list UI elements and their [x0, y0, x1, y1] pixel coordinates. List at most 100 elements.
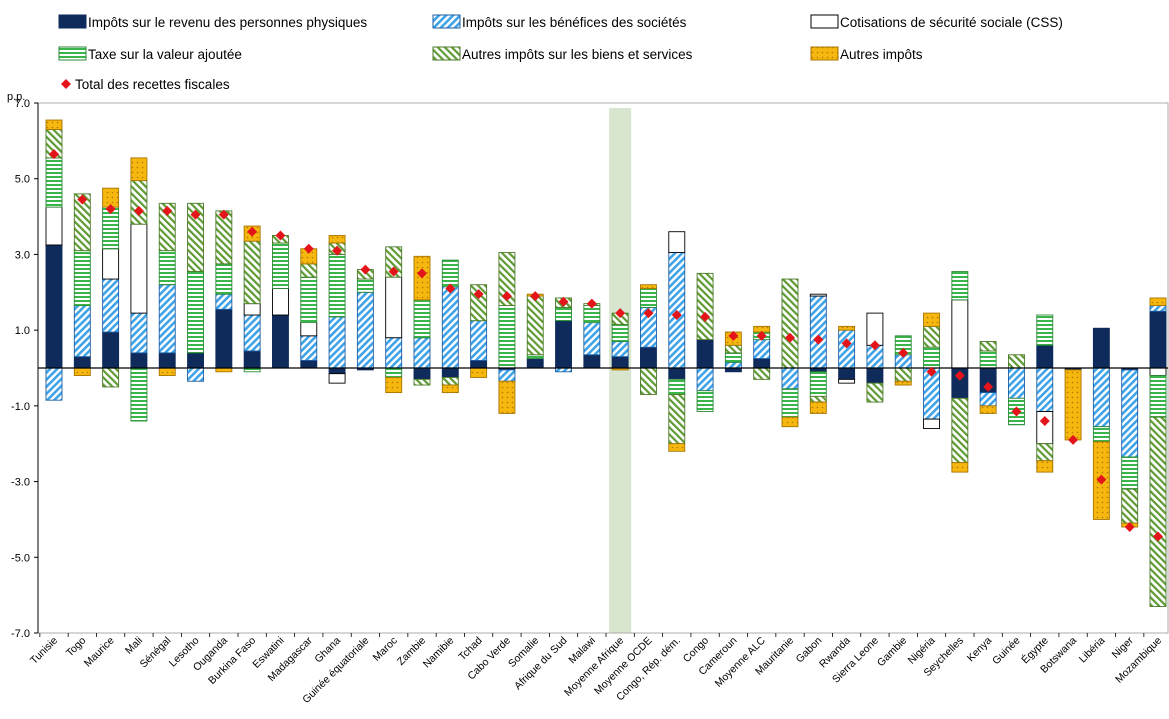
legend-item-vat: Taxe sur la valeur ajoutée [58, 46, 242, 62]
bar-segment-cit [73, 305, 91, 358]
bar-segment-vat [951, 271, 969, 301]
legend-swatch-cit [432, 14, 461, 29]
legend-swatch-css [810, 14, 839, 29]
y-tick-label: 7.0 [15, 98, 30, 110]
total-marker [1039, 416, 1050, 426]
bar-stack [73, 193, 91, 377]
bar-segment-other-taxes [979, 405, 997, 414]
bar-segment-vat [979, 350, 997, 369]
bar-segment-other-taxes [441, 384, 459, 394]
bar-segment-vat [130, 367, 148, 422]
bar-segment-other-goods-services [158, 202, 176, 252]
x-tick-label: Gambie [875, 635, 910, 670]
bar-segment-pit [696, 339, 714, 369]
bar-stack [215, 210, 233, 373]
bar-stack [130, 157, 148, 422]
bar-segment-cit [838, 329, 856, 369]
bar-segment-css [923, 418, 940, 430]
bar-segment-other-taxes [328, 235, 346, 244]
y-tick-label: 5.0 [15, 174, 30, 186]
bar-segment-cit [781, 367, 799, 390]
total-marker [501, 291, 512, 302]
bar-stack [894, 335, 912, 386]
bar-stack [640, 284, 657, 395]
bar-stack [696, 272, 714, 412]
bar-segment-vat [187, 271, 204, 354]
bar-segment-other-taxes [1064, 369, 1082, 441]
y-tick-label: -1.0 [11, 401, 30, 413]
bar-stack [272, 235, 289, 369]
bar-segment-cit [583, 322, 601, 356]
bar-stack [187, 202, 204, 382]
total-marker [1011, 406, 1022, 417]
bar-segment-cit [441, 286, 459, 369]
bar-segment-cit [187, 367, 204, 382]
bar-segment-css [328, 373, 346, 384]
bar-stack [102, 187, 120, 388]
bar-segment-other-goods-services [696, 272, 714, 341]
bar-segment-pit [583, 354, 601, 369]
bar-stack [470, 284, 488, 378]
bar-segment-pit [555, 320, 572, 369]
bar-segment-css [272, 288, 289, 316]
bar-stack [979, 341, 997, 414]
bar-segment-pit [838, 367, 856, 380]
legend-label-css: Cotisations de sécurité sociale (CSS) [840, 15, 1063, 30]
bar-segment-cit [753, 339, 771, 359]
total-marker [49, 149, 59, 160]
bar-stack [356, 269, 374, 371]
bar-segment-other-taxes [498, 380, 516, 414]
bar-segment-cit [356, 291, 374, 369]
bar-segment-cit [243, 314, 261, 352]
x-tick-label: Maurice [82, 635, 117, 670]
bar-segment-other-goods-services [809, 395, 827, 403]
bar-segment-other-goods-services [1121, 488, 1139, 524]
total-marker [813, 334, 824, 345]
bar-segment-vat [923, 346, 940, 369]
bar-segment-other-goods-services [724, 344, 742, 354]
total-marker [926, 366, 937, 377]
bar-segment-other-goods-services [73, 193, 91, 252]
bar-segment-vat [1092, 426, 1110, 443]
bar-stack [1064, 367, 1082, 441]
total-marker [473, 289, 484, 300]
bar-segment-cit [385, 337, 403, 369]
bar-stack [838, 325, 856, 384]
bar-segment-other-goods-services [781, 278, 799, 369]
bar-stack [809, 293, 827, 414]
y-tick-label: 3.0 [15, 249, 30, 261]
bar-segment-pit [272, 314, 289, 369]
bar-segment-vat [328, 253, 346, 318]
bar-segment-other-taxes [640, 284, 657, 289]
bar-segment-css [809, 293, 827, 297]
bar-stack [555, 297, 572, 373]
bar-stack [526, 293, 544, 369]
bar-segment-vat [781, 388, 799, 418]
bar-segment-pit [45, 244, 63, 369]
total-marker [247, 226, 258, 237]
x-tick-label: Libéria [1077, 635, 1108, 666]
total-marker [700, 311, 711, 322]
total-marker [133, 205, 144, 216]
bar-segment-other-taxes [781, 416, 799, 428]
bar-segment-vat [809, 371, 827, 397]
bar-segment-pit [1036, 344, 1054, 369]
total-marker [530, 291, 541, 302]
bar-segment-cit [498, 369, 516, 382]
total-marker [1153, 531, 1163, 542]
legend-item-other-taxes: Autres impôts [810, 46, 923, 62]
total-marker [558, 296, 569, 307]
legend-item-css: Cotisations de sécurité sociale (CSS) [810, 14, 1063, 30]
bar-segment-pit [640, 346, 657, 369]
bar-segment-other-goods-services [441, 377, 459, 386]
bar-segment-other-taxes [470, 367, 488, 378]
bar-stack [45, 119, 63, 401]
y-tick-label: -5.0 [11, 552, 30, 564]
bar-segment-vat [441, 259, 459, 288]
bar-segment-other-goods-services [1149, 416, 1167, 607]
bar-segment-css [838, 378, 856, 384]
bar-segment-other-goods-services [102, 367, 120, 388]
total-marker [728, 330, 739, 341]
total-marker [1068, 434, 1079, 445]
bar-segment-vat [611, 324, 629, 342]
